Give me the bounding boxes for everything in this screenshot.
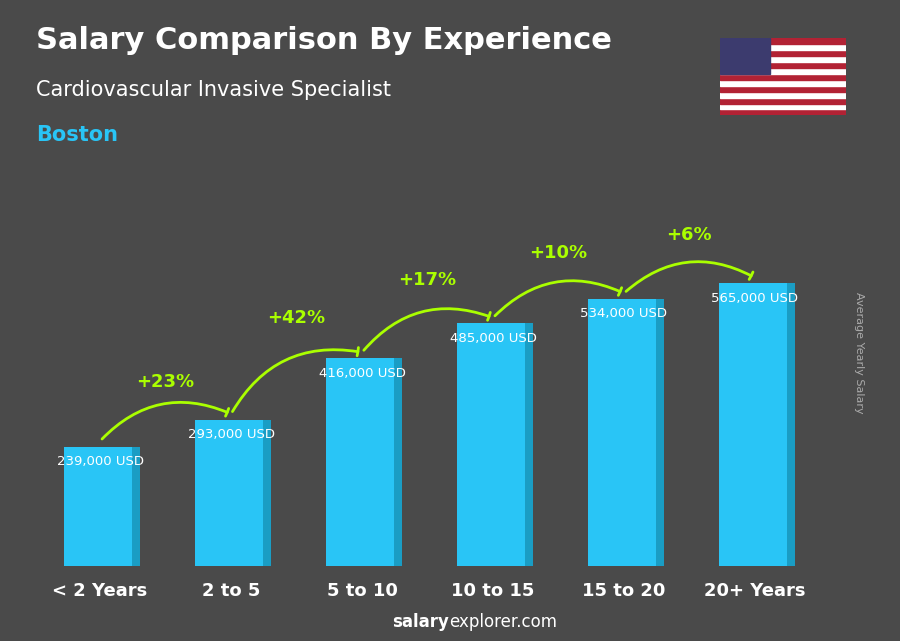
Bar xyxy=(720,56,846,62)
Text: 239,000 USD: 239,000 USD xyxy=(57,455,144,468)
Text: +10%: +10% xyxy=(529,244,588,262)
Text: 485,000 USD: 485,000 USD xyxy=(449,332,536,345)
Bar xyxy=(720,86,846,92)
Bar xyxy=(394,358,402,567)
Bar xyxy=(720,44,846,50)
Bar xyxy=(263,420,271,567)
Bar xyxy=(720,92,846,97)
Bar xyxy=(719,283,791,567)
Bar xyxy=(326,358,398,567)
Bar xyxy=(457,324,529,567)
Bar xyxy=(720,50,846,56)
Text: +6%: +6% xyxy=(667,226,712,244)
Text: 565,000 USD: 565,000 USD xyxy=(711,292,798,305)
Bar xyxy=(720,68,846,74)
Text: explorer.com: explorer.com xyxy=(449,613,557,631)
Bar xyxy=(720,62,846,68)
Text: +17%: +17% xyxy=(399,272,456,290)
Text: +23%: +23% xyxy=(137,373,194,391)
Bar xyxy=(64,447,136,567)
Text: salaryexplorer.com: salaryexplorer.com xyxy=(0,640,1,641)
Bar xyxy=(720,97,846,104)
Bar xyxy=(720,104,846,110)
Bar xyxy=(720,110,846,115)
Bar xyxy=(720,74,846,80)
Text: 416,000 USD: 416,000 USD xyxy=(319,367,406,379)
Text: +42%: +42% xyxy=(267,309,326,327)
Text: Boston: Boston xyxy=(36,125,118,145)
Bar xyxy=(132,447,140,567)
Text: Salary Comparison By Experience: Salary Comparison By Experience xyxy=(36,26,612,54)
Text: Average Yearly Salary: Average Yearly Salary xyxy=(854,292,865,413)
Text: Cardiovascular Invasive Specialist: Cardiovascular Invasive Specialist xyxy=(36,80,391,100)
Bar xyxy=(195,420,267,567)
Text: salary: salary xyxy=(392,613,449,631)
Text: 534,000 USD: 534,000 USD xyxy=(580,308,668,320)
Bar xyxy=(656,299,664,567)
Bar xyxy=(588,299,660,567)
Bar xyxy=(720,38,846,44)
Text: 293,000 USD: 293,000 USD xyxy=(187,428,274,441)
Bar xyxy=(787,283,795,567)
Bar xyxy=(720,38,770,74)
Bar xyxy=(525,324,533,567)
Bar xyxy=(720,80,846,86)
